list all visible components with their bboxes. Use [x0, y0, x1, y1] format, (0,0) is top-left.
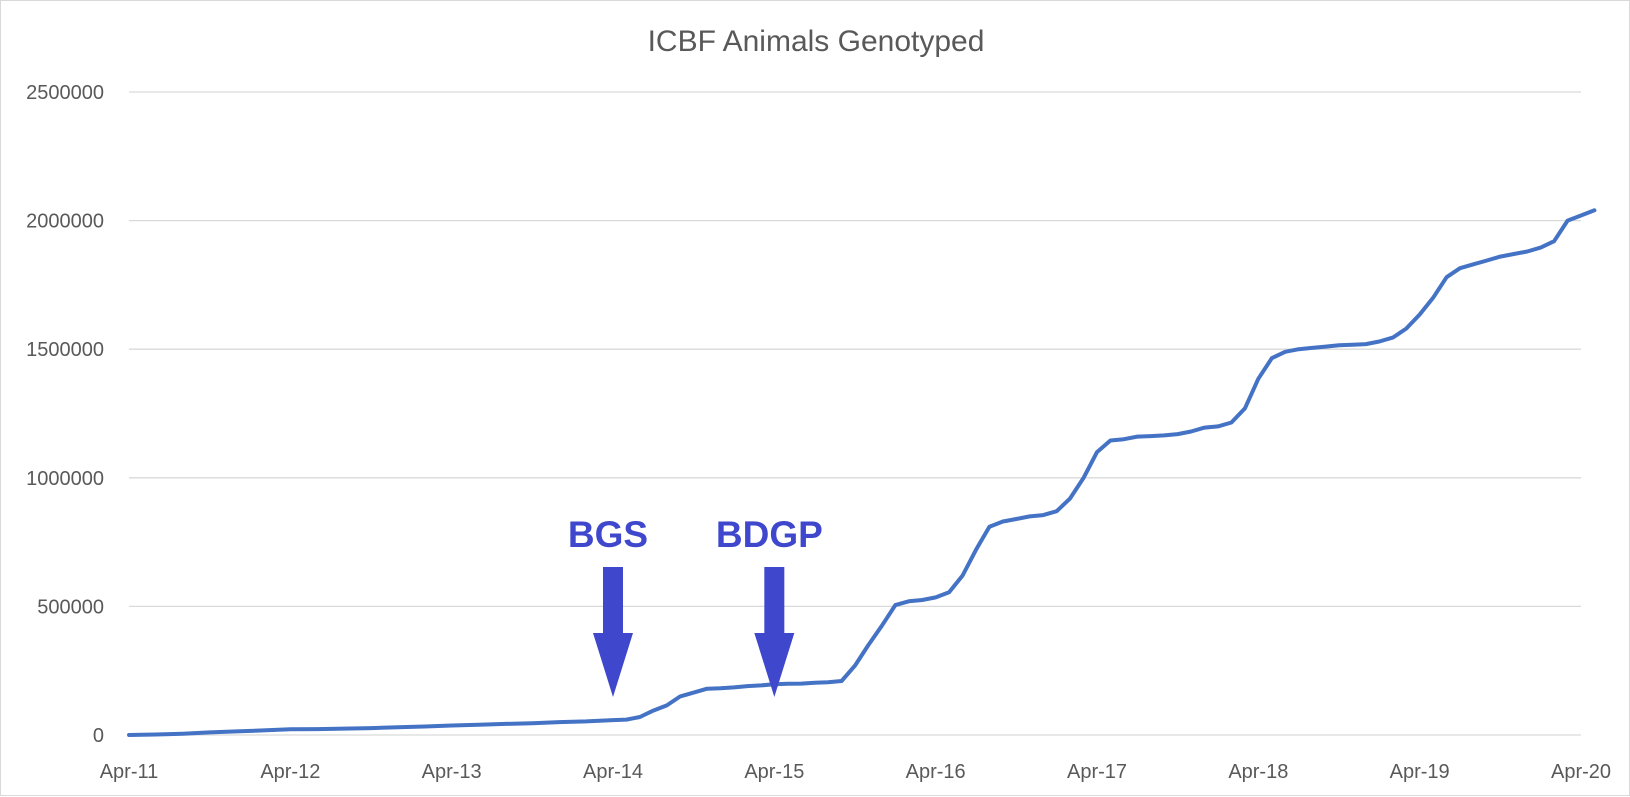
annotation-label: BGS	[568, 514, 648, 555]
annotation-bgs: BGS	[568, 514, 648, 697]
annotations: BGS BDGP	[568, 514, 823, 697]
y-tick-label: 1000000	[26, 468, 104, 490]
chart-title: ICBF Animals Genotyped	[648, 25, 985, 58]
x-tick-label: Apr-16	[906, 761, 966, 783]
x-tick-label: Apr-13	[422, 761, 482, 783]
x-tick-label: Apr-20	[1551, 761, 1611, 783]
series-line	[127, 208, 1597, 737]
down-arrow-icon	[754, 567, 795, 697]
annotation-bdgp: BDGP	[716, 514, 823, 697]
x-tick-label: Apr-11	[100, 761, 159, 783]
y-axis-ticks: 0 500000 1000000 1500000 2000000 2500000	[26, 82, 104, 747]
gridlines	[129, 91, 1581, 736]
x-axis-ticks: Apr-11 Apr-12 Apr-13 Apr-14 Apr-15 Apr-16 Apr-…	[100, 761, 1611, 783]
down-arrow-icon	[593, 567, 633, 697]
x-tick-label: Apr-18	[1228, 761, 1288, 783]
x-tick-label: Apr-19	[1390, 761, 1450, 783]
y-tick-label: 500000	[37, 596, 104, 618]
y-tick-label: 1500000	[26, 339, 104, 361]
y-tick-label: 2000000	[26, 211, 104, 233]
y-tick-label: 0	[93, 725, 104, 747]
x-tick-label: Apr-15	[744, 761, 804, 783]
series-layer	[127, 208, 1597, 737]
x-tick-label: Apr-14	[583, 761, 643, 783]
x-tick-label: Apr-17	[1067, 761, 1127, 783]
x-tick-label: Apr-12	[260, 761, 320, 783]
y-tick-label: 2500000	[26, 82, 104, 104]
annotation-label: BDGP	[716, 514, 823, 555]
